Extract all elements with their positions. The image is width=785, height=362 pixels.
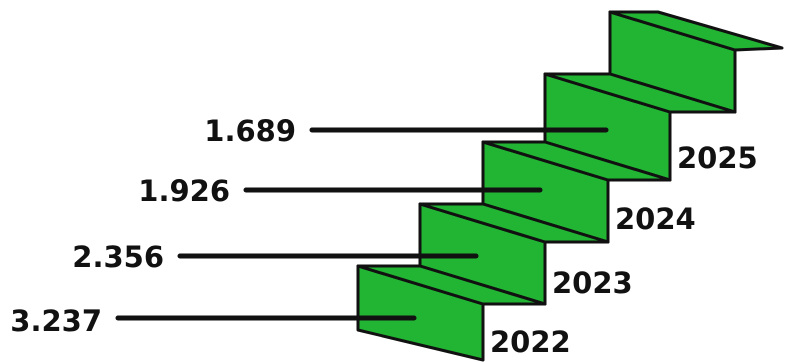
step-2022-year: 2022 [490, 325, 571, 359]
top-landing-tread [608, 10, 784, 52]
step-2024-year: 2024 [615, 202, 696, 236]
step-2025-value: 1.689 [204, 114, 296, 148]
step-2024-value: 1.926 [138, 174, 230, 208]
step-2023-year: 2023 [552, 266, 633, 300]
step-2022: 3.237 2022 [10, 264, 571, 362]
step-2025-year: 2025 [677, 141, 758, 175]
step-2024-tread [481, 140, 672, 182]
step-2022-tread [356, 264, 547, 306]
step-2023-tread [418, 202, 610, 244]
step-2025-tread [543, 72, 737, 114]
step-2022-value: 3.237 [10, 304, 102, 338]
step-2023: 2.356 2023 [72, 202, 633, 306]
step-2025: 1.689 2025 [204, 72, 758, 182]
step-2023-value: 2.356 [72, 240, 164, 274]
top-landing [608, 10, 784, 114]
